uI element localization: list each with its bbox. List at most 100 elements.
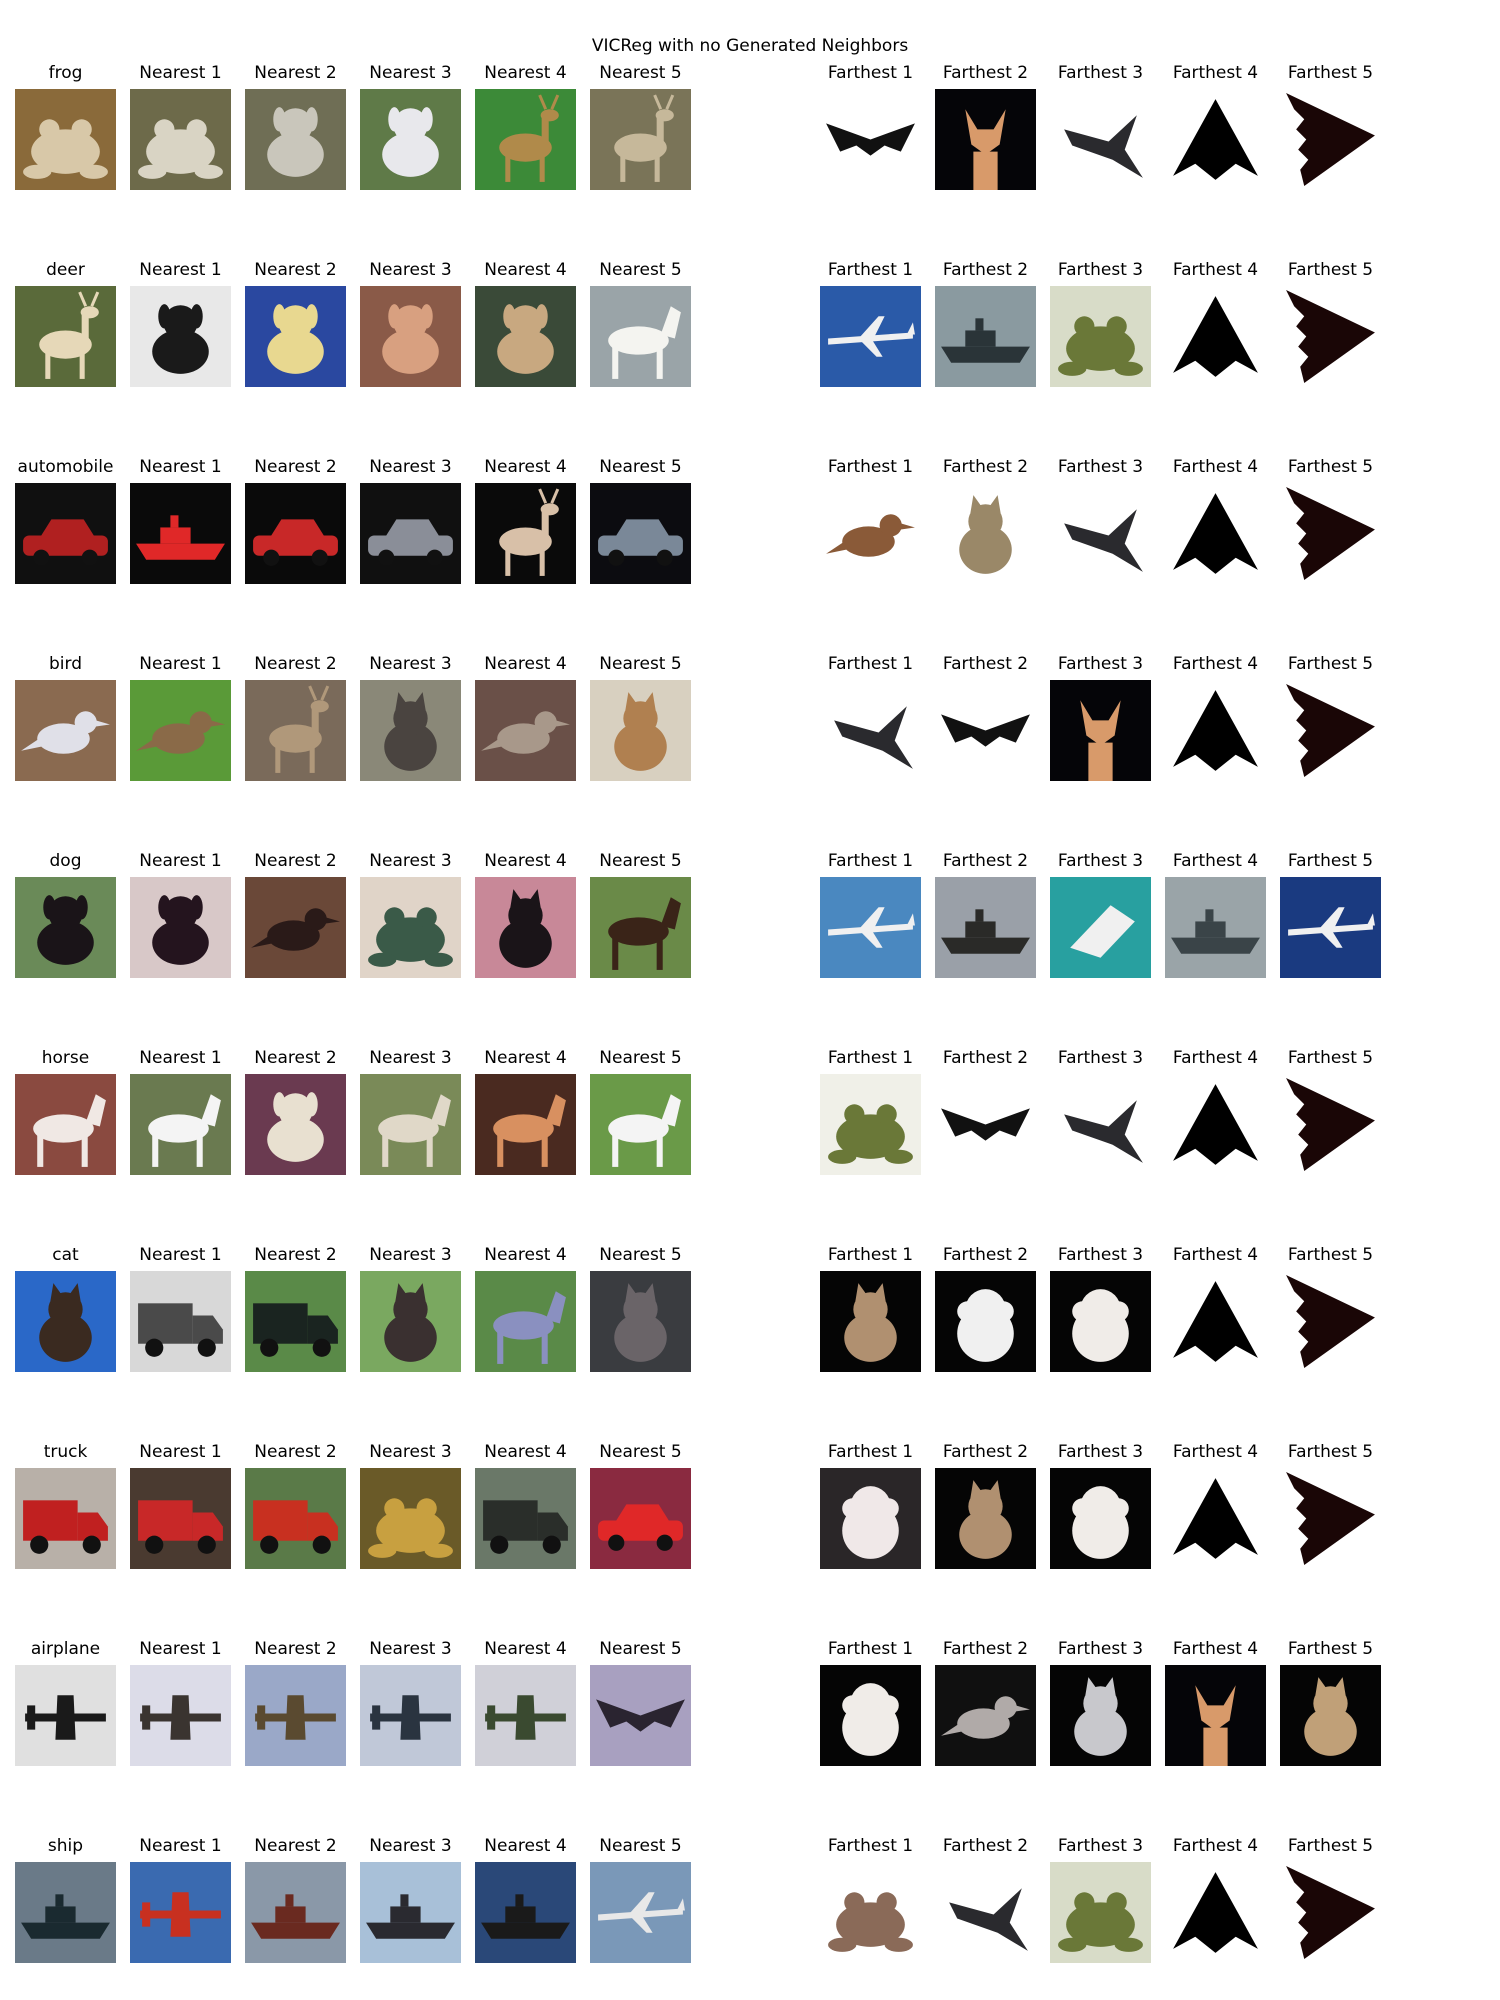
prop-plane-thumbnail <box>130 1862 231 1963</box>
cat-thumbnail <box>1050 1665 1151 1766</box>
deer-thumbnail <box>475 89 576 190</box>
jet-thumbnail <box>1050 89 1151 190</box>
airliner-thumbnail <box>1280 877 1381 978</box>
dog-thumbnail <box>360 89 461 190</box>
stealth-thumbnail <box>1280 680 1381 781</box>
nearest-label: Nearest 3 <box>369 63 452 83</box>
farthest-label: Farthest 1 <box>827 63 914 83</box>
farthest-label: Farthest 2 <box>942 260 1029 280</box>
farthest-label: Farthest 1 <box>827 1048 914 1068</box>
car-thumbnail <box>245 483 346 584</box>
airliner-thumbnail <box>590 1862 691 1963</box>
farthest-label: Farthest 5 <box>1287 1048 1374 1068</box>
ship-thumbnail <box>1165 877 1266 978</box>
triangle-thumbnail <box>1165 286 1266 387</box>
triangle-thumbnail <box>1165 1074 1266 1175</box>
jet-thumbnail <box>820 680 921 781</box>
jet-thumbnail <box>935 1862 1036 1963</box>
triangle-thumbnail <box>1165 680 1266 781</box>
boat-thumbnail <box>1050 877 1151 978</box>
frog-thumbnail <box>820 1074 921 1175</box>
farthest-label: Farthest 3 <box>1057 1836 1144 1856</box>
nearest-label: Nearest 5 <box>599 63 682 83</box>
bat-plane-thumbnail <box>590 1665 691 1766</box>
frog-thumbnail <box>130 89 231 190</box>
nearest-label: Nearest 1 <box>139 1245 222 1265</box>
stealth-thumbnail <box>1280 1074 1381 1175</box>
nearest-label: Nearest 5 <box>599 851 682 871</box>
cat-thumbnail <box>935 483 1036 584</box>
farthest-label: Farthest 2 <box>942 1836 1029 1856</box>
triangle-thumbnail <box>1165 483 1266 584</box>
farthest-label: Farthest 5 <box>1287 1639 1374 1659</box>
nearest-label: Nearest 5 <box>599 1639 682 1659</box>
cat-thumbnail <box>360 680 461 781</box>
cat-thumbnail <box>590 1271 691 1372</box>
ship-thumbnail <box>360 1862 461 1963</box>
nearest-label: Nearest 1 <box>139 1836 222 1856</box>
bird-thumbnail <box>245 877 346 978</box>
truck-thumbnail <box>245 1468 346 1569</box>
farthest-label: Farthest 1 <box>827 457 914 477</box>
nearest-label: Nearest 2 <box>254 654 337 674</box>
cat-thumbnail <box>820 1271 921 1372</box>
nearest-label: Nearest 4 <box>484 851 567 871</box>
frog-thumbnail <box>360 877 461 978</box>
horse-thumbnail <box>130 1074 231 1175</box>
frog-thumbnail <box>1050 286 1151 387</box>
nearest-label: Nearest 1 <box>139 1442 222 1462</box>
truck-thumbnail <box>245 1271 346 1372</box>
chihuahua-thumbnail <box>1050 680 1151 781</box>
fluffy-dog-thumbnail <box>935 1271 1036 1372</box>
dog-thumbnail <box>245 89 346 190</box>
nearest-label: Nearest 4 <box>484 1639 567 1659</box>
car-thumbnail <box>15 483 116 584</box>
nearest-label: Nearest 3 <box>369 1048 452 1068</box>
farthest-label: Farthest 2 <box>942 457 1029 477</box>
horse-thumbnail <box>590 877 691 978</box>
prop-plane-thumbnail <box>130 1665 231 1766</box>
fluffy-dog-thumbnail <box>1050 1468 1151 1569</box>
horse-thumbnail <box>590 286 691 387</box>
dog-thumbnail <box>360 286 461 387</box>
farthest-label: Farthest 2 <box>942 851 1029 871</box>
airliner-thumbnail <box>820 877 921 978</box>
nearest-label: Nearest 5 <box>599 654 682 674</box>
triangle-thumbnail <box>1165 1271 1266 1372</box>
nearest-label: Nearest 3 <box>369 260 452 280</box>
prop-plane-thumbnail <box>245 1665 346 1766</box>
car-thumbnail <box>590 483 691 584</box>
nearest-label: Nearest 4 <box>484 1442 567 1462</box>
prop-plane-thumbnail <box>15 1665 116 1766</box>
nearest-label: Nearest 4 <box>484 1836 567 1856</box>
cat-thumbnail <box>590 680 691 781</box>
query-label: bird <box>49 654 82 674</box>
horse-thumbnail <box>590 1074 691 1175</box>
farthest-label: Farthest 4 <box>1172 63 1259 83</box>
nearest-label: Nearest 1 <box>139 63 222 83</box>
bat-plane-thumbnail <box>935 680 1036 781</box>
query-label: ship <box>47 1836 84 1856</box>
farthest-label: Farthest 4 <box>1172 1639 1259 1659</box>
nearest-label: Nearest 2 <box>254 1639 337 1659</box>
farthest-label: Farthest 2 <box>942 654 1029 674</box>
nearest-label: Nearest 4 <box>484 1048 567 1068</box>
farthest-label: Farthest 3 <box>1057 260 1144 280</box>
dog-thumbnail <box>475 286 576 387</box>
farthest-label: Farthest 3 <box>1057 851 1144 871</box>
farthest-label: Farthest 3 <box>1057 1048 1144 1068</box>
bat-plane-thumbnail <box>935 1074 1036 1175</box>
farthest-label: Farthest 4 <box>1172 260 1259 280</box>
farthest-label: Farthest 2 <box>942 1048 1029 1068</box>
deer-thumbnail <box>15 286 116 387</box>
dog-thumbnail <box>245 1074 346 1175</box>
horse-thumbnail <box>360 1074 461 1175</box>
farthest-label: Farthest 4 <box>1172 654 1259 674</box>
nearest-label: Nearest 1 <box>139 851 222 871</box>
nearest-label: Nearest 1 <box>139 1639 222 1659</box>
nearest-label: Nearest 1 <box>139 654 222 674</box>
dog-thumbnail <box>130 877 231 978</box>
frog-thumbnail <box>1050 1862 1151 1963</box>
car-thumbnail <box>590 1468 691 1569</box>
